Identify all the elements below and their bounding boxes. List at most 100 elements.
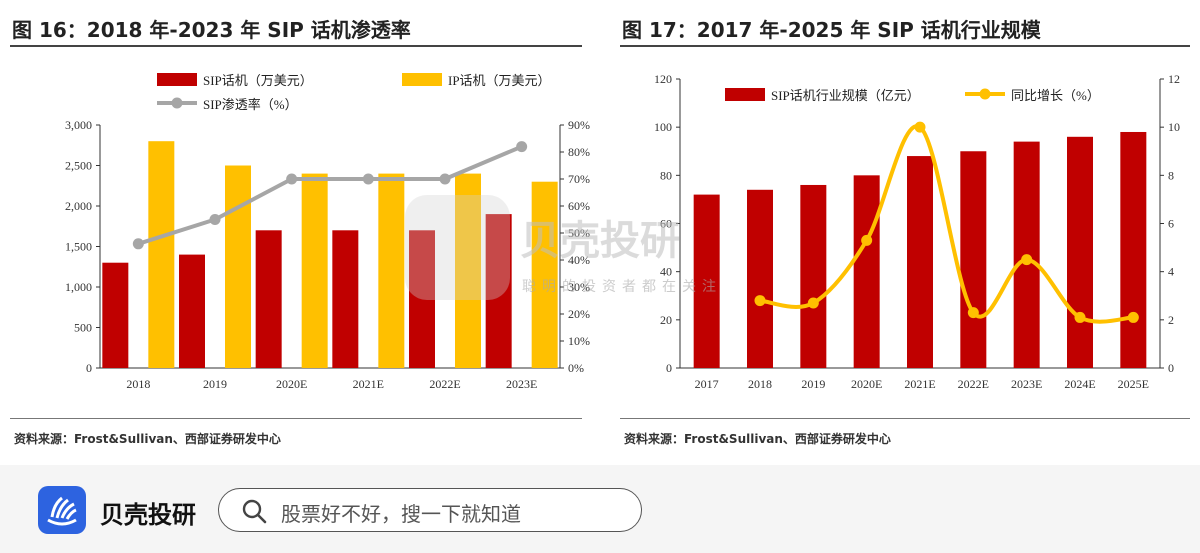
figure-17-source: 资料来源：Frost&Sullivan、西部证券研发中心 (624, 432, 891, 446)
line-point (516, 141, 528, 153)
x-tick-label: 2018 (126, 377, 150, 390)
legend-swatch (725, 88, 765, 101)
bar-primary (485, 214, 512, 368)
bar-primary (102, 262, 129, 368)
y-tick-label-left: 1,000 (65, 280, 92, 294)
brand-name[interactable]: 贝壳投研 (100, 501, 196, 529)
y-tick-label-left: 500 (74, 321, 92, 335)
legend-label: 同比增长（%） (1011, 88, 1100, 103)
y-tick-label-right: 0% (568, 361, 584, 375)
figure-16-title: 图 16：2018 年-2023 年 SIP 话机渗透率 (12, 18, 411, 42)
y-tick-label-right: 60% (568, 199, 590, 213)
bar-primary (960, 151, 987, 368)
legend-label: SIP话机行业规模（亿元） (771, 88, 920, 103)
bar-primary (179, 254, 205, 368)
bar-primary (332, 230, 359, 368)
series-line (137, 144, 523, 246)
bar-secondary (531, 181, 558, 368)
y-tick-label-right: 6 (1168, 217, 1174, 231)
figure-17-title: 图 17：2017 年-2025 年 SIP 话机行业规模 (622, 18, 1041, 42)
x-tick-label: 2017 (695, 377, 719, 390)
line-point (914, 121, 926, 133)
y-tick-label-left: 100 (654, 120, 672, 134)
x-tick-label: 2021E (353, 377, 384, 390)
figure-16-source: 资料来源：Frost&Sullivan、西部证券研发中心 (14, 432, 281, 446)
brand-logo-icon[interactable] (38, 486, 86, 534)
y-tick-label-left: 40 (660, 265, 672, 279)
series-line (759, 124, 1134, 324)
bar-primary (1067, 136, 1093, 368)
x-tick-label: 2019 (801, 377, 825, 390)
y-tick-label-right: 70% (568, 172, 590, 186)
y-tick-label-left: 2,500 (65, 159, 92, 173)
y-tick-label-right: 8 (1168, 168, 1174, 182)
search-placeholder[interactable]: 股票好不好，搜一下就知道 (281, 502, 521, 526)
x-tick-label: 2024E (1064, 377, 1095, 390)
y-tick-label-right: 10 (1168, 120, 1180, 134)
x-tick-label: 2020E (851, 377, 882, 390)
y-tick-label-right: 0 (1168, 361, 1174, 375)
y-tick-label-right: 90% (568, 118, 590, 132)
y-tick-label-right: 4 (1168, 265, 1174, 279)
bar-primary (409, 230, 435, 368)
legend-label: SIP话机（万美元） (203, 73, 313, 88)
title-rule (620, 45, 1190, 47)
x-tick-label: 2022E (429, 377, 460, 390)
y-tick-label-right: 2 (1168, 313, 1174, 327)
bar-primary (693, 194, 720, 368)
bottom-rule (10, 418, 582, 419)
y-tick-label-left: 3,000 (65, 118, 92, 132)
bar-secondary (148, 141, 175, 368)
y-tick-label-left: 2,000 (65, 199, 92, 213)
line-point (754, 295, 766, 307)
line-point (1074, 311, 1086, 323)
legend-label: SIP渗透率（%） (203, 97, 298, 112)
bar-secondary (455, 173, 481, 368)
figure-17-panel: 图 17：2017 年-2025 年 SIP 话机行业规模 0 20 40 60 80 1… (610, 0, 1200, 465)
search-bar[interactable]: 股票好不好，搜一下就知道 (218, 488, 642, 532)
x-tick-label: 2022E (958, 377, 989, 390)
line-point (439, 173, 451, 185)
x-tick-label: 2021E (904, 377, 935, 390)
line-point (1127, 311, 1139, 323)
x-tick-label: 2018 (748, 377, 772, 390)
bar-primary (255, 230, 282, 368)
x-tick-label: 2023E (506, 377, 537, 390)
bar-primary (853, 175, 880, 368)
line-point (1021, 254, 1033, 266)
y-tick-label-right: 30% (568, 280, 590, 294)
y-tick-label-right: 80% (568, 145, 590, 159)
y-tick-label-left: 0 (86, 361, 92, 375)
watermark-logo (405, 195, 510, 300)
y-tick-label-right: 10% (568, 334, 590, 348)
line-point (286, 173, 298, 185)
bar-primary (1120, 131, 1147, 368)
footer-bar: 贝壳投研 股票好不好，搜一下就知道 (0, 465, 1200, 553)
line-point (362, 173, 374, 185)
y-tick-label-left: 1,500 (65, 240, 92, 254)
legend-swatch (402, 73, 442, 86)
y-tick-label-left: 60 (660, 217, 672, 231)
watermark-tagline: 聪明的投资者都在关注 (522, 279, 722, 295)
line-point (861, 234, 873, 246)
bar-secondary (225, 165, 251, 368)
line-point (209, 214, 221, 225)
y-tick-label-left: 120 (654, 72, 672, 86)
y-tick-label-right: 20% (568, 307, 590, 321)
y-tick-label-left: 20 (660, 313, 672, 327)
y-tick-label-left: 0 (666, 361, 672, 375)
figure-16-panel: 图 16：2018 年-2023 年 SIP 话机渗透率 0 500 1,000 1,… (0, 0, 592, 465)
watermark-brand: 贝壳投研 (520, 218, 680, 264)
line-point (967, 307, 979, 319)
title-rule (10, 45, 582, 47)
legend-swatch (157, 73, 197, 86)
bar-primary (907, 156, 933, 368)
bar-primary (747, 189, 773, 368)
y-tick-label-right: 12 (1168, 72, 1180, 86)
x-tick-label: 2023E (1011, 377, 1042, 390)
bottom-rule (620, 418, 1190, 419)
y-tick-label-left: 80 (660, 168, 672, 182)
industry-scale-chart: 0 20 40 60 80 100 120 0 2 4 6 8 10 12 2017 2018 2019 2020… (654, 72, 1180, 390)
bar-primary (800, 184, 827, 368)
x-tick-label: 2020E (276, 377, 307, 390)
